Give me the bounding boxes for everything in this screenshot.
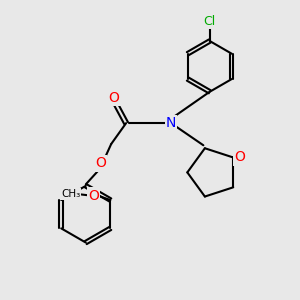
Text: Cl: Cl — [204, 15, 216, 28]
Text: O: O — [95, 156, 106, 170]
Text: O: O — [109, 91, 120, 105]
Text: CH₃: CH₃ — [61, 189, 80, 199]
Text: O: O — [88, 188, 99, 203]
Text: N: N — [166, 116, 176, 130]
Text: O: O — [234, 151, 245, 164]
